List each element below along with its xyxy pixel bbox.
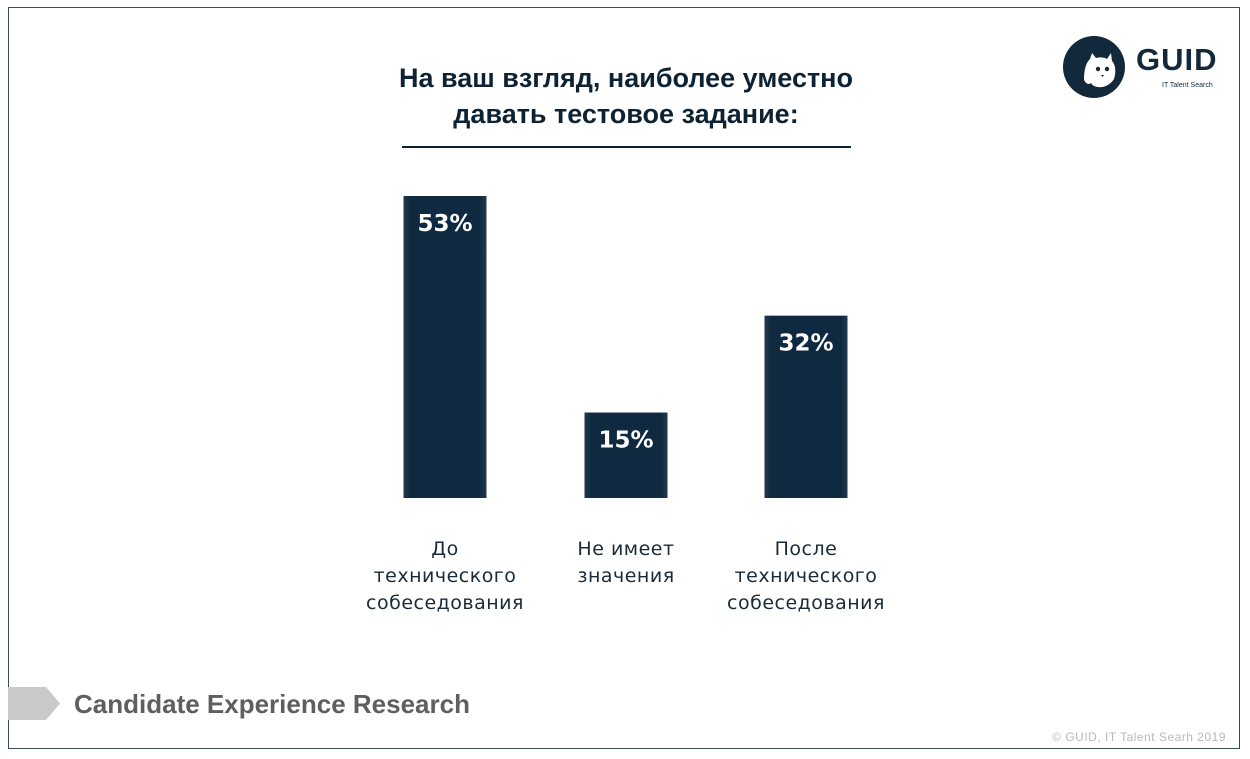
category-label-line: Не имеет <box>577 538 674 560</box>
logo-tagline: IT Talent Search <box>1162 82 1213 89</box>
bar-2 <box>584 412 668 498</box>
title-underline <box>402 146 851 148</box>
bar-value-labels: 53% 15% 32% <box>417 211 833 454</box>
category-label-line: После <box>775 538 838 560</box>
category-label-line: До <box>431 538 458 560</box>
category-label-line: собеседования <box>366 592 524 614</box>
chart-title: На ваш взгляд, наиболее уместно давать т… <box>398 63 853 129</box>
cat-logo-icon <box>1063 36 1125 98</box>
bar-1 <box>403 196 487 498</box>
guid-logo: GUID IT Talent Search <box>1062 35 1232 99</box>
slide-frame <box>8 7 1240 749</box>
footer-title: Candidate Experience Research <box>74 689 470 719</box>
footer-arrow-icon <box>8 687 60 720</box>
bar-value-label: 53% <box>417 211 472 237</box>
category-label-line: технического <box>374 565 517 587</box>
bar-value-label: 15% <box>598 428 653 454</box>
logo-name: GUID <box>1136 42 1218 77</box>
bar-value-label: 32% <box>778 331 833 357</box>
copyright-notice: © GUID, IT Talent Searh 2019 <box>1052 730 1226 744</box>
bars-layer <box>403 196 848 498</box>
bar-3 <box>764 315 848 498</box>
category-label-line: собеседования <box>727 592 885 614</box>
category-labels: До технического собеседования Не имеет значе… <box>366 538 885 614</box>
category-label-line: значения <box>577 565 674 587</box>
category-label-line: технического <box>735 565 878 587</box>
